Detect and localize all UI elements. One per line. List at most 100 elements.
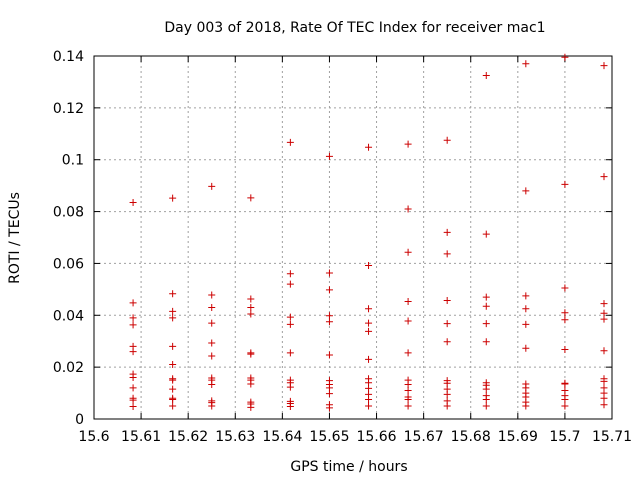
data-point (129, 321, 137, 329)
data-point (325, 152, 333, 160)
data-point (208, 381, 216, 389)
data-point (129, 198, 137, 206)
data-points (129, 53, 608, 412)
x-tick-label: 15.63 (215, 429, 255, 445)
data-point (129, 314, 137, 322)
data-point (247, 310, 255, 318)
data-point (286, 138, 294, 146)
data-point (443, 402, 451, 410)
plot-frame (93, 55, 613, 420)
x-tick-label: 15.65 (309, 429, 349, 445)
data-point (482, 402, 490, 410)
x-tick-label: 15.61 (121, 429, 161, 445)
data-point (561, 309, 569, 317)
data-point (325, 351, 333, 359)
data-point (404, 381, 412, 389)
grid-lines (94, 56, 612, 419)
data-point (600, 315, 608, 323)
data-point (482, 302, 490, 310)
data-point (443, 379, 451, 387)
data-point (600, 62, 608, 70)
data-point (286, 280, 294, 288)
y-tick-label: 0.08 (53, 205, 84, 221)
data-point (169, 396, 177, 404)
data-point (482, 71, 490, 79)
data-point (522, 305, 530, 313)
data-point (208, 352, 216, 360)
x-tick-label: 15.68 (451, 429, 491, 445)
y-tick-label: 0.14 (53, 49, 84, 65)
tick-labels: 15.6 15.61 15.62 15.63 15.64 15.65 15.66 15.67 1… (53, 49, 632, 445)
data-point (600, 377, 608, 385)
data-point (169, 290, 177, 298)
data-point (404, 298, 412, 306)
data-point (522, 187, 530, 195)
data-point (208, 182, 216, 190)
data-point (443, 228, 451, 236)
data-point (443, 338, 451, 346)
data-point (600, 347, 608, 355)
data-point (208, 402, 216, 410)
data-point (365, 143, 373, 151)
data-point (561, 180, 569, 188)
data-point (561, 284, 569, 292)
data-point (286, 349, 294, 357)
data-point (286, 320, 294, 328)
data-point (365, 262, 373, 270)
data-point (247, 380, 255, 388)
data-point (561, 402, 569, 410)
y-tick-label: 0.04 (53, 308, 84, 324)
data-point (443, 136, 451, 144)
data-point (404, 386, 412, 394)
x-tick-label: 15.69 (498, 429, 538, 445)
data-point (208, 291, 216, 299)
data-point (365, 327, 373, 335)
chart-title: Day 003 of 2018, Rate Of TEC Index for r… (164, 20, 545, 36)
data-point (129, 403, 137, 411)
data-point (561, 346, 569, 354)
data-point (208, 304, 216, 312)
x-tick-label: 15.67 (404, 429, 444, 445)
data-point (325, 312, 333, 320)
data-point (325, 286, 333, 294)
data-point (443, 320, 451, 328)
data-point (443, 250, 451, 258)
data-point (482, 293, 490, 301)
data-point (365, 355, 373, 363)
data-point (208, 339, 216, 347)
x-tick-label: 15.6 (78, 429, 109, 445)
y-tick-label: 0 (75, 412, 84, 428)
data-point (208, 319, 216, 327)
data-point (522, 402, 530, 410)
data-point (600, 309, 608, 317)
data-point (286, 313, 294, 321)
data-point (482, 230, 490, 238)
y-tick-label: 0.06 (53, 256, 84, 272)
data-point (325, 404, 333, 412)
data-point (365, 396, 373, 404)
data-point (325, 318, 333, 326)
data-point (247, 295, 255, 303)
data-point (247, 350, 255, 358)
data-point (561, 316, 569, 324)
data-point (169, 194, 177, 202)
data-point (247, 194, 255, 202)
x-tick-label: 15.7 (549, 429, 580, 445)
data-point (365, 402, 373, 410)
data-point (247, 304, 255, 312)
data-point (325, 269, 333, 277)
data-point (404, 396, 412, 404)
data-point (600, 401, 608, 409)
data-point (286, 270, 294, 278)
data-point (129, 396, 137, 404)
y-tick-label: 0.1 (62, 153, 84, 169)
data-point (129, 384, 137, 392)
x-tick-label: 15.62 (168, 429, 208, 445)
data-point (169, 361, 177, 369)
data-point (522, 60, 530, 68)
data-point (443, 390, 451, 398)
data-point (561, 396, 569, 404)
x-tick-label: 15.64 (262, 429, 302, 445)
data-point (247, 403, 255, 411)
